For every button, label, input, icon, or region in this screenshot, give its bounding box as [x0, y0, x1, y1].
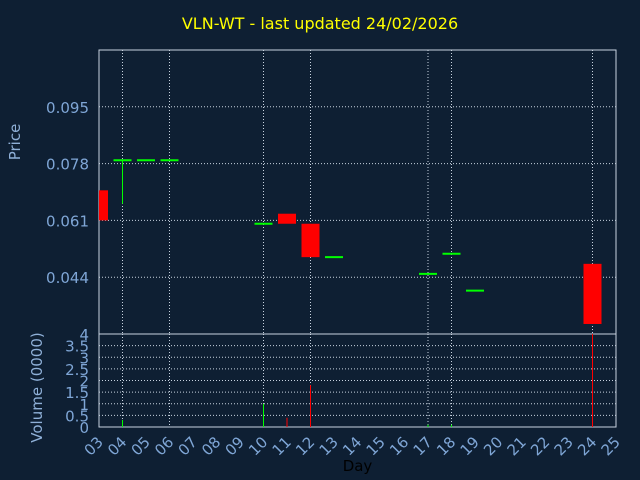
- x-tick-label: 19: [457, 433, 483, 459]
- x-axis-label: Day: [343, 457, 373, 475]
- x-tick-label: 08: [198, 433, 224, 459]
- x-tick-label: 17: [410, 433, 436, 459]
- x-tick-label: 23: [551, 433, 577, 459]
- x-tick-label: 18: [433, 433, 459, 459]
- price-tick-label: 0.078: [46, 156, 89, 174]
- x-tick-label: 22: [527, 433, 553, 459]
- candle-body: [278, 213, 296, 224]
- x-tick-label: 24: [574, 433, 600, 459]
- x-tick-label: 07: [175, 433, 201, 459]
- x-tick-label: 06: [151, 433, 177, 459]
- x-tick-label: 13: [316, 433, 342, 459]
- price-panel-frame: [98, 49, 617, 335]
- x-tick-label: 14: [339, 433, 365, 459]
- volume-tick-label: 4: [79, 326, 89, 344]
- x-tick-label: 11: [269, 433, 295, 459]
- price-tick-label: 0.095: [46, 99, 89, 117]
- x-tick-label: 05: [128, 433, 154, 459]
- volume-tick-label: 2: [79, 373, 89, 391]
- price-tick-label: 0.061: [46, 212, 89, 230]
- volume-axis-label: Volume (0000): [28, 332, 46, 442]
- chart-title: VLN-WT - last updated 24/02/2026: [181, 14, 459, 33]
- candle-body: [301, 223, 320, 258]
- x-tick-label: 25: [598, 433, 624, 459]
- x-tick-label: 20: [480, 433, 506, 459]
- x-tick-label: 03: [81, 433, 107, 459]
- candle-body: [99, 190, 108, 221]
- volume-tick-label: 3: [79, 349, 89, 367]
- price-axis-label: Price: [6, 124, 24, 161]
- x-tick-label: 16: [386, 433, 412, 459]
- volume-tick-label: 0: [79, 419, 89, 437]
- volume-tick-label: 0.5: [65, 407, 89, 425]
- x-tick-label: 15: [363, 433, 389, 459]
- x-tick-label: 09: [222, 433, 248, 459]
- x-tick-label: 21: [504, 433, 530, 459]
- candle-body: [583, 263, 602, 324]
- volume-tick-label: 1.5: [65, 384, 89, 402]
- x-tick-label: 04: [104, 433, 130, 459]
- volume-tick-label: 1: [79, 396, 89, 414]
- volume-tick-label: 2.5: [65, 361, 89, 379]
- x-tick-label: 10: [245, 433, 271, 459]
- price-tick-label: 0.044: [46, 269, 89, 287]
- volume-tick-label: 3.5: [65, 338, 89, 356]
- x-tick-label: 12: [292, 433, 318, 459]
